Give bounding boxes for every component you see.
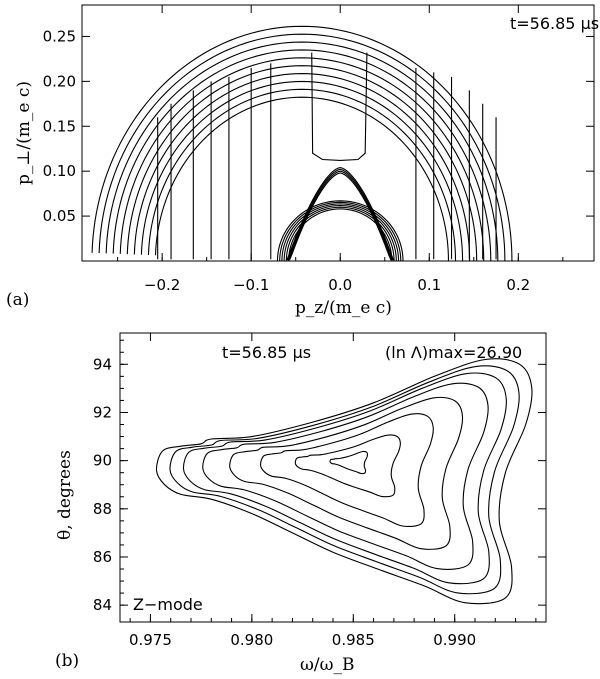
panel-b-contours — [155, 358, 533, 605]
panel-a-x-tick-label: 0.2 — [506, 276, 530, 294]
panel-b-y-tick-label: 92 — [93, 403, 112, 421]
panel-b-x-tick-label: 0.975 — [129, 631, 172, 649]
panel-b-y-tick-label: 86 — [93, 548, 112, 566]
panel-a-outer-contour — [154, 96, 450, 262]
panel-b-time-annotation: t=56.85 μs — [222, 343, 311, 362]
panel-a-y-tick-label: 0.15 — [43, 117, 76, 135]
panel-b-contour — [260, 413, 434, 527]
panel-a-y-tick-label: 0.05 — [43, 207, 76, 225]
panel-a-frame — [81, 4, 595, 262]
panel-b-x-tick-label: 0.980 — [230, 631, 273, 649]
panel-b-y-tick-label: 94 — [93, 355, 112, 373]
panel-a-core-contour — [285, 206, 395, 262]
panel-a-outer-contour — [105, 41, 499, 262]
panel-a-time-annotation: t=56.85 μs — [510, 14, 599, 33]
panel-a-outer-contour — [119, 57, 485, 262]
panel-a-outer-contour — [126, 65, 478, 262]
panel-a-dome-contour — [286, 167, 395, 261]
panel-b-y-tick-label: 84 — [93, 596, 112, 614]
panel-b-ticks: 0.975 0.980 0.985 0.990 84 86 88 90 92 94 — [93, 333, 546, 649]
panel-a-outer-contour — [133, 73, 471, 262]
panel-b: 0.975 0.980 0.985 0.990 84 86 88 90 92 94 t=56.85… — [55, 332, 547, 675]
panel-a-core-contour — [279, 201, 402, 262]
panel-a-x-tick-label: −0.1 — [233, 276, 269, 294]
panel-a-dome-contour — [288, 170, 393, 261]
panel-b-y-tick-label: 90 — [93, 452, 112, 470]
panel-b-x-tick-label: 0.990 — [433, 631, 476, 649]
panel-a-outer-contour — [91, 25, 513, 262]
panel-a-outer-contour — [147, 88, 457, 262]
panel-a-x-tick-label: 0.0 — [328, 276, 352, 294]
panel-a-x-tick-label: 0.1 — [417, 276, 441, 294]
panel-a: −0.2 −0.1 0.0 0.1 0.2 0.05 0.10 0.15 0.20 0.25 t=… — [6, 4, 599, 318]
panel-a-y-tick-label: 0.10 — [43, 162, 76, 180]
panel-b-contour — [229, 396, 464, 550]
panel-b-contour — [182, 372, 507, 585]
panel-a-central-contour — [311, 52, 368, 161]
panel-b-x-tick-label: 0.985 — [332, 631, 375, 649]
panel-b-contour — [169, 365, 520, 595]
panel-a-outer-contour — [98, 33, 506, 262]
panel-a-y-tick-label: 0.25 — [43, 27, 76, 45]
panel-b-label: (b) — [55, 651, 79, 671]
panel-b-y-tick-label: 88 — [93, 500, 112, 518]
panel-a-label: (a) — [6, 290, 29, 310]
panel-a-core-contour — [283, 204, 397, 262]
panel-b-y-axis-label: θ, degrees — [55, 450, 75, 540]
panel-a-core-contour — [281, 203, 400, 262]
panel-a-x-tick-label: −0.2 — [144, 276, 180, 294]
panel-a-y-tick-label: 0.20 — [43, 72, 76, 90]
panel-b-contour — [202, 382, 489, 570]
panel-a-x-axis-label: p_z/(m_e c) — [295, 298, 392, 318]
panel-a-ticks: −0.2 −0.1 0.0 0.1 0.2 0.05 0.10 0.15 0.20 0.25 — [43, 5, 594, 294]
panel-b-max-annotation: (ln Λ)max=26.90 — [385, 343, 522, 362]
panel-b-contour — [329, 450, 369, 475]
panel-a-y-axis-label: p_⊥/(m_e c) — [14, 81, 34, 185]
panel-b-contour — [155, 358, 533, 605]
panel-a-outer-contour — [112, 49, 492, 262]
panel-b-contour — [294, 434, 401, 498]
panel-b-mode-label: Z−mode — [133, 595, 203, 614]
panel-a-contours — [91, 25, 513, 262]
panel-a-core-contour — [288, 208, 393, 262]
panel-a-core-contour — [276, 200, 404, 262]
panel-a-outer-contour — [140, 80, 464, 262]
panel-b-x-axis-label: ω/ω_B — [300, 655, 354, 675]
